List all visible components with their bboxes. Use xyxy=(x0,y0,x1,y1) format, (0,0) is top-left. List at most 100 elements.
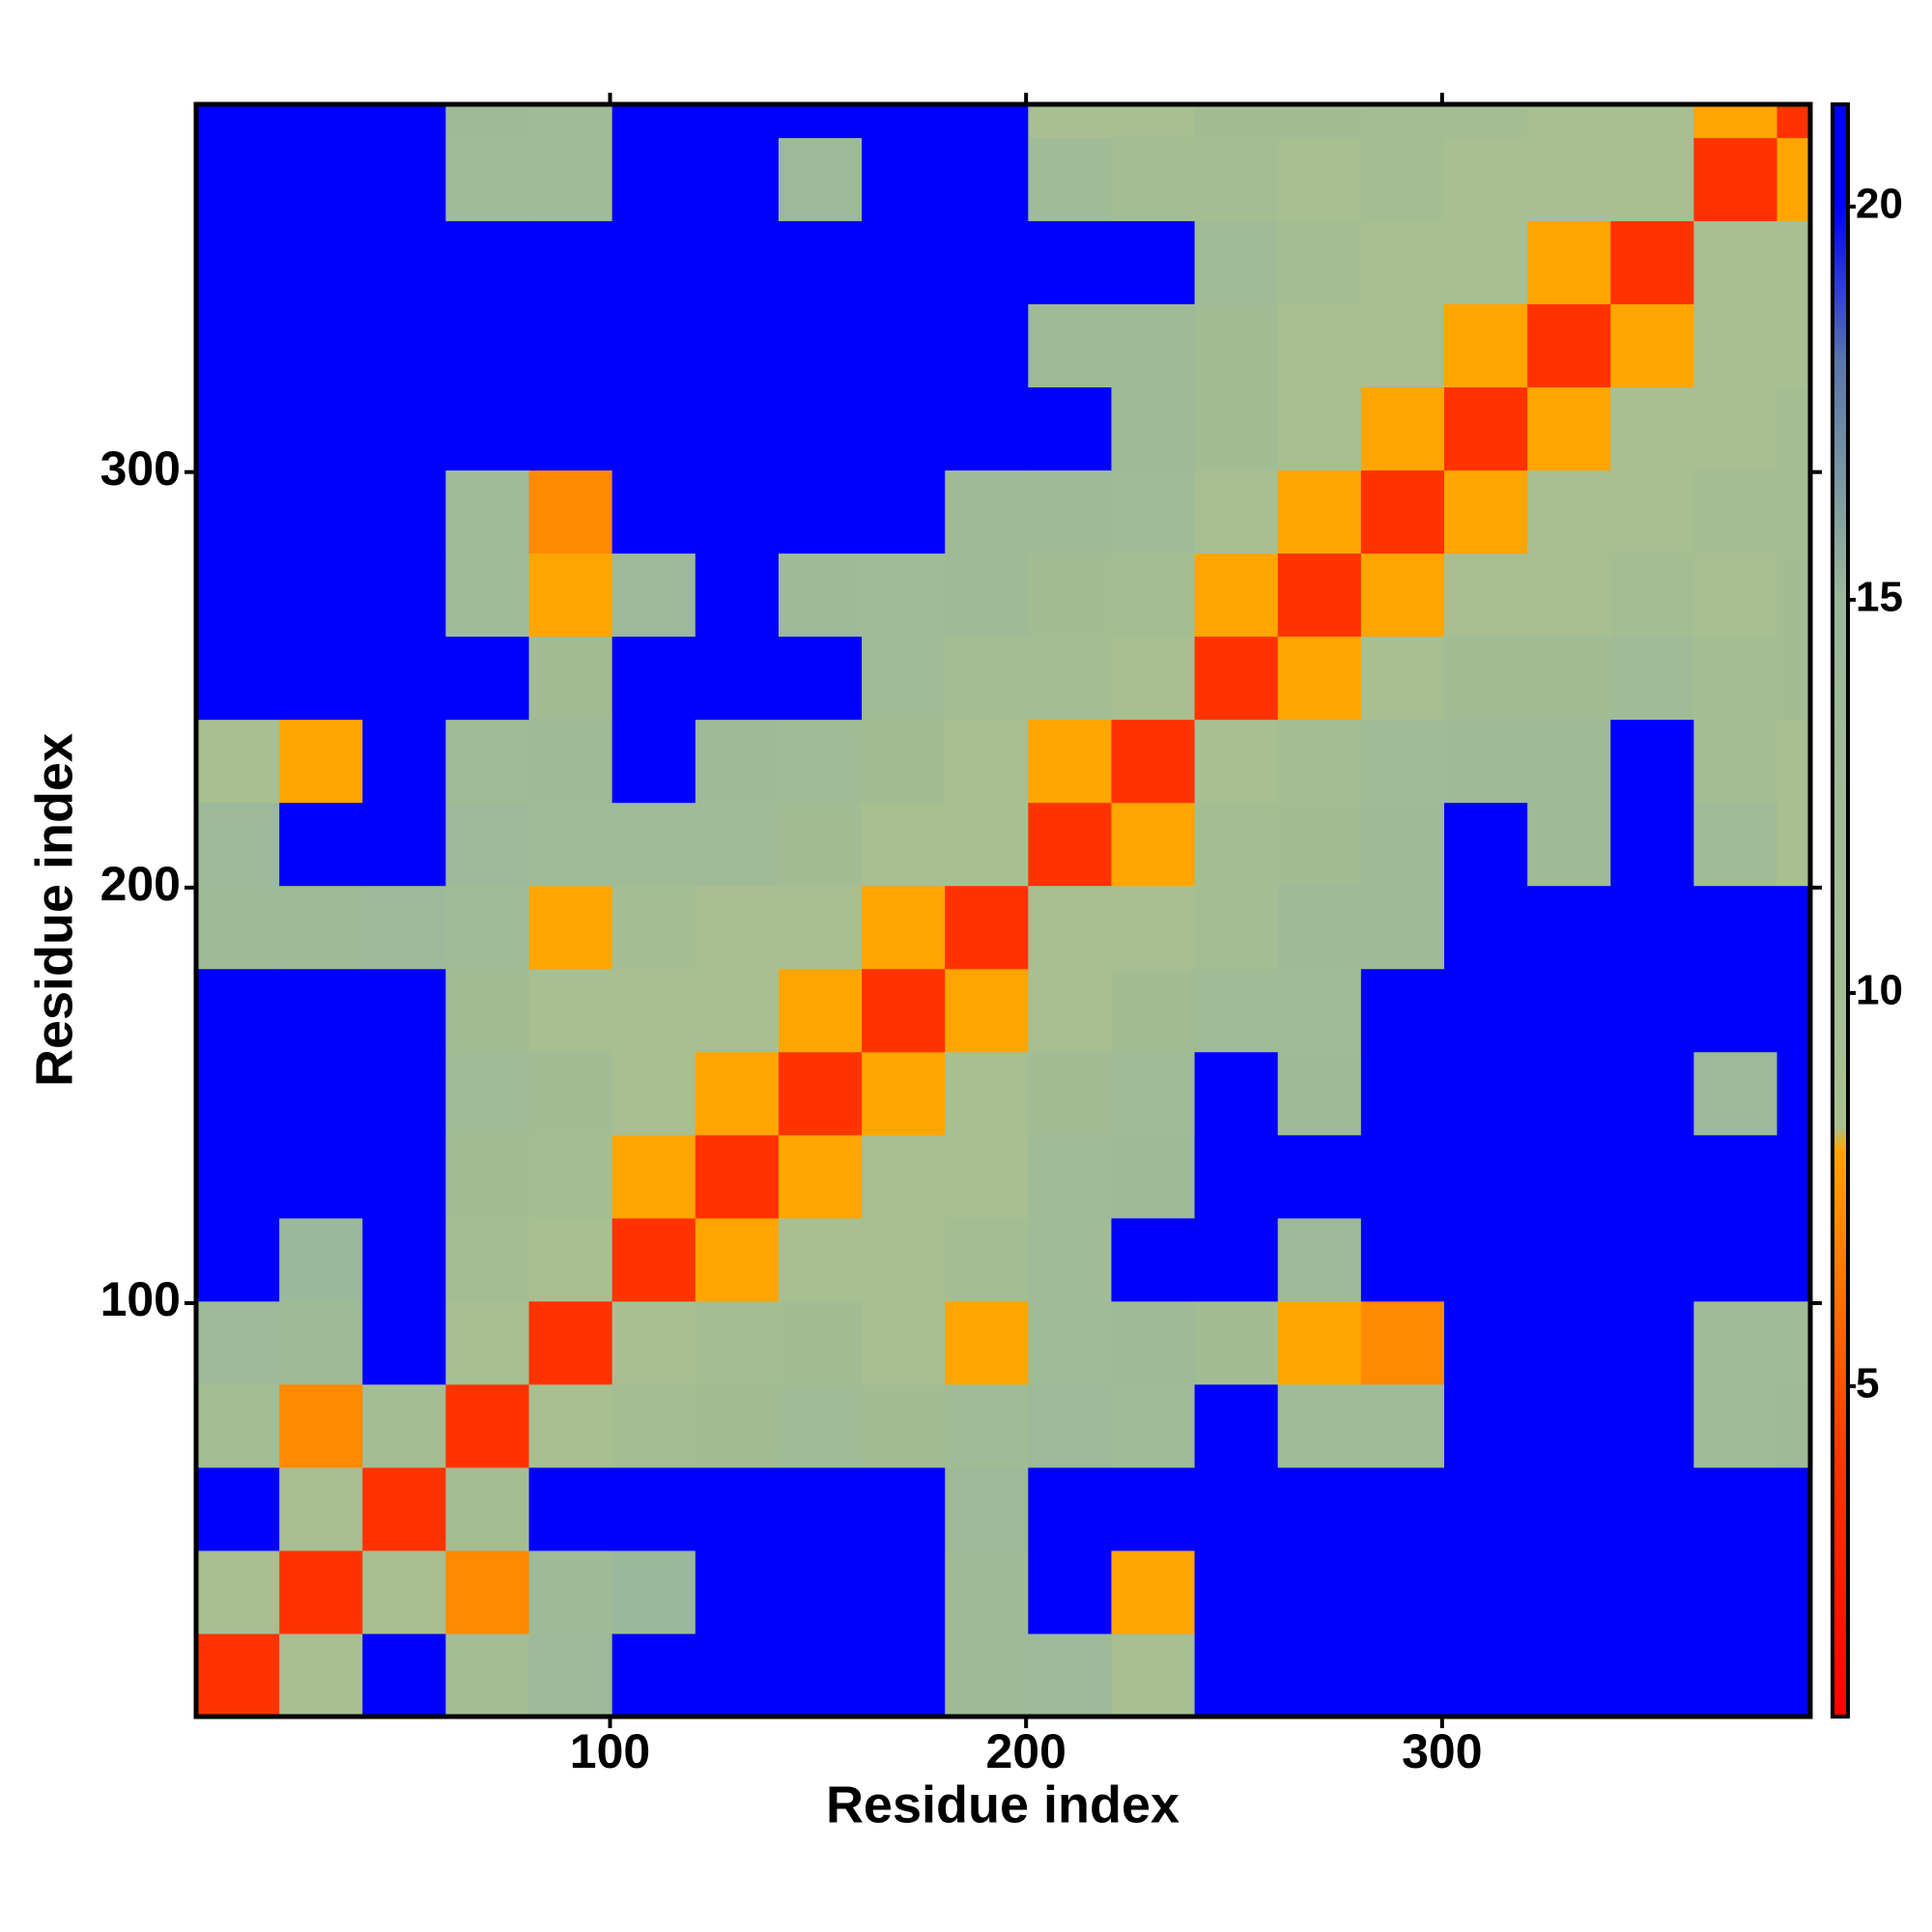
heatmap-cell xyxy=(1028,386,1112,471)
heatmap-cell xyxy=(445,137,530,221)
heatmap-cell xyxy=(1028,1466,1112,1551)
heatmap-cell xyxy=(1360,1383,1445,1468)
heatmap-cell xyxy=(1360,553,1445,638)
heatmap-cell xyxy=(1194,1466,1279,1551)
y-tick-label: 300 xyxy=(100,441,181,496)
heatmap-cell xyxy=(362,1300,446,1385)
heatmap-cell xyxy=(1277,137,1362,221)
heatmap-cell xyxy=(862,220,946,304)
heatmap-cell xyxy=(528,1134,613,1219)
heatmap-cell xyxy=(1444,968,1528,1053)
heatmap-cell xyxy=(1610,1051,1694,1136)
heatmap-cell xyxy=(196,553,280,638)
heatmap-cell xyxy=(862,1383,946,1468)
heatmap-cell xyxy=(1028,1383,1112,1468)
heatmap-cell xyxy=(695,303,780,388)
y-tick-label: 100 xyxy=(100,1272,181,1326)
heatmap-cell xyxy=(778,719,863,804)
heatmap-cell xyxy=(1277,220,1362,304)
heatmap-cell xyxy=(1028,1633,1112,1718)
heatmap-cell xyxy=(528,1466,613,1551)
heatmap-cell xyxy=(1444,636,1528,721)
heatmap-cell xyxy=(1610,1134,1694,1219)
y-axis-title: Residue index xyxy=(25,733,83,1087)
heatmap-cell xyxy=(862,469,946,554)
heatmap-cell xyxy=(1527,1300,1611,1385)
heatmap-cell xyxy=(1776,104,1811,138)
heatmap-cell xyxy=(1194,553,1279,638)
heatmap-cell xyxy=(1693,968,1778,1053)
heatmap-cell xyxy=(528,386,613,471)
heatmap-cell xyxy=(778,1217,863,1302)
heatmap-cell xyxy=(862,1134,946,1219)
heatmap-cell xyxy=(611,1134,696,1219)
heatmap-cell xyxy=(778,1466,863,1551)
heatmap-cell xyxy=(1194,1383,1279,1468)
heatmap-cell xyxy=(528,968,613,1053)
heatmap-cell xyxy=(528,220,613,304)
heatmap-cell xyxy=(611,968,696,1053)
heatmap-cell xyxy=(362,553,446,638)
heatmap-cell xyxy=(778,553,863,638)
heatmap-cell xyxy=(1610,553,1694,638)
heatmap-cell xyxy=(611,636,696,721)
heatmap-cell xyxy=(1527,1633,1611,1718)
heatmap-cell xyxy=(611,137,696,221)
heatmap-cell xyxy=(196,1633,280,1718)
heatmap-cell xyxy=(1360,137,1445,221)
heatmap-cell xyxy=(1693,1300,1778,1385)
heatmap-cell xyxy=(1444,303,1528,388)
heatmap-cell xyxy=(196,137,280,221)
heatmap-cell xyxy=(528,104,613,138)
heatmap-cell xyxy=(945,968,1029,1053)
heatmap-cell xyxy=(445,1383,530,1468)
heatmap-cell xyxy=(1693,137,1778,221)
heatmap-cell xyxy=(279,802,363,887)
heatmap-cell xyxy=(1693,885,1778,970)
heatmap-cell xyxy=(611,719,696,804)
heatmap-cell xyxy=(279,553,363,638)
heatmap-cell xyxy=(1444,1300,1528,1385)
heatmap-cell xyxy=(1028,968,1112,1053)
x-tick-label: 300 xyxy=(1402,1724,1482,1778)
heatmap-cell xyxy=(1444,885,1528,970)
heatmap-cell xyxy=(445,553,530,638)
heatmap-cell xyxy=(362,1549,446,1634)
heatmap-cell xyxy=(862,968,946,1053)
heatmap-cell xyxy=(1610,719,1694,804)
heatmap-cell xyxy=(778,885,863,970)
heatmap-cell xyxy=(1444,1051,1528,1136)
heatmap-cell xyxy=(1693,719,1778,804)
heatmap-cell xyxy=(1277,885,1362,970)
heatmap-cell xyxy=(196,885,280,970)
heatmap-cell xyxy=(1527,968,1611,1053)
heatmap-cell xyxy=(695,719,780,804)
heatmap-cell xyxy=(1610,1633,1694,1718)
heatmap-cell xyxy=(1111,137,1196,221)
heatmap-cell xyxy=(945,220,1029,304)
heatmap-cell xyxy=(1444,719,1528,804)
heatmap-cell xyxy=(1527,220,1611,304)
heatmap-cell xyxy=(1194,885,1279,970)
heatmap-cell xyxy=(695,802,780,887)
heatmap-cell xyxy=(1028,1134,1112,1219)
heatmap-cell xyxy=(1277,1300,1362,1385)
heatmap-cell xyxy=(1277,1051,1362,1136)
heatmap-cell xyxy=(945,386,1029,471)
heatmap-cell xyxy=(1776,386,1811,471)
heatmap-cell xyxy=(695,1549,780,1634)
heatmap-cell xyxy=(528,719,613,804)
heatmap-cell xyxy=(695,1134,780,1219)
heatmap-cell xyxy=(1444,1383,1528,1468)
heatmap-cell xyxy=(1693,553,1778,638)
heatmap-cell xyxy=(1277,469,1362,554)
heatmap-cell xyxy=(862,137,946,221)
heatmap-cell xyxy=(1194,469,1279,554)
heatmap-cell xyxy=(1028,469,1112,554)
heatmap-cell xyxy=(1610,220,1694,304)
heatmap-cell xyxy=(362,1383,446,1468)
heatmap-cell xyxy=(862,885,946,970)
heatmap-cell xyxy=(1693,386,1778,471)
heatmap-cell xyxy=(778,1300,863,1385)
heatmap-cell xyxy=(528,885,613,970)
